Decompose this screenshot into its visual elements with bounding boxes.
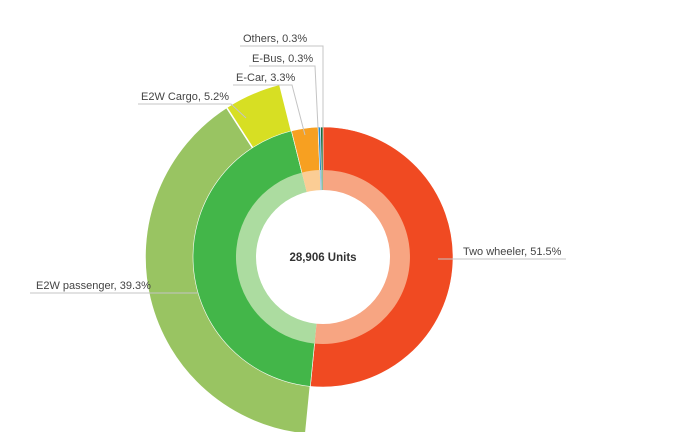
outer-ring (144, 83, 312, 435)
leader-others (240, 45, 324, 128)
label-e-car: E-Car, 3.3% (236, 72, 296, 84)
inner-slice-e-bus (319, 170, 322, 192)
center-hole (256, 190, 390, 324)
leader-e2w-cargo (138, 103, 247, 119)
label-e-bus: E-Bus, 0.3% (252, 53, 313, 65)
label-e2w-passenger: E2W passenger, 39.3% (36, 280, 151, 292)
inner-ring (235, 170, 410, 344)
label-leaders (30, 45, 566, 294)
leader-e-car (233, 84, 306, 136)
inner-slice-e-car (301, 170, 321, 193)
slice-labels: Two wheeler, 51.5% E2W passenger, 39.3% E2… (36, 33, 562, 292)
label-e2w-cargo: E2W Cargo, 5.2% (141, 91, 229, 103)
center-label: 28,906 Units (289, 252, 356, 264)
label-two-wheeler: Two wheeler, 51.5% (463, 246, 562, 258)
leader-e-bus (249, 65, 319, 129)
inner-slice-others (321, 170, 323, 192)
label-others: Others, 0.3% (243, 33, 307, 45)
inner-slice-two-wheeler (314, 170, 410, 344)
inner-slice-e2w-passenger-e2w-cargo (235, 172, 317, 344)
